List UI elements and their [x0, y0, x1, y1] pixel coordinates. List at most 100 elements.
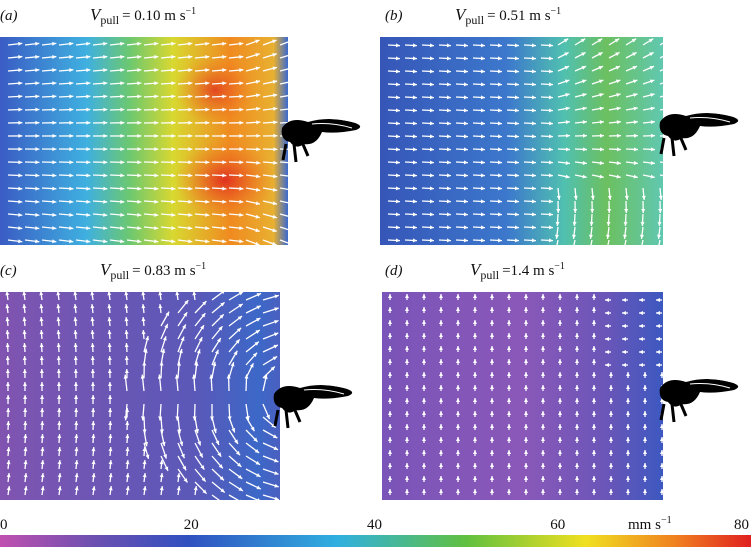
- vector-head: [120, 68, 125, 73]
- vector-head: [159, 460, 164, 465]
- vector-head: [412, 160, 417, 165]
- vector-head: [609, 450, 613, 454]
- vector-head: [171, 68, 176, 73]
- vector-head: [588, 247, 592, 251]
- vector-head: [39, 343, 44, 348]
- vector-head: [660, 476, 663, 480]
- colorbar-tick-label: 0: [0, 517, 8, 533]
- vector-head: [558, 489, 562, 493]
- vector-head: [5, 369, 10, 374]
- vector-head: [656, 298, 660, 302]
- vector-head: [558, 424, 562, 428]
- vector-head: [524, 372, 528, 376]
- vector-head: [137, 212, 142, 217]
- vector-head: [650, 120, 655, 125]
- vector-head: [22, 292, 27, 296]
- vector-head: [52, 173, 57, 178]
- vector-head: [74, 395, 79, 400]
- vector-head: [249, 363, 254, 368]
- vector-head: [395, 160, 400, 165]
- vector-head: [120, 107, 125, 112]
- vector-head: [633, 93, 638, 97]
- vector-head: [592, 372, 596, 376]
- vector-head: [154, 54, 159, 59]
- vector-head: [35, 186, 40, 191]
- vector-head: [564, 66, 570, 70]
- vector-head: [558, 333, 562, 337]
- vector-head: [124, 317, 129, 322]
- vector-head: [18, 160, 23, 165]
- vector-head: [195, 429, 200, 434]
- vector-head: [541, 307, 545, 311]
- vector-head: [592, 307, 596, 311]
- vector-head: [91, 473, 96, 478]
- vector-head: [86, 120, 91, 125]
- vector-head: [463, 160, 468, 165]
- vector-head: [439, 489, 443, 493]
- vector-head: [531, 108, 536, 113]
- vector-head: [480, 121, 485, 126]
- symbol: V: [470, 260, 483, 279]
- vector-head: [422, 385, 426, 389]
- vector-head: [622, 337, 626, 341]
- vector-head: [120, 239, 125, 244]
- vector-head: [74, 473, 79, 478]
- vector-head: [103, 199, 108, 204]
- vector: [211, 494, 220, 500]
- vector-head: [548, 108, 553, 113]
- vector-head: [412, 95, 417, 100]
- vector-head: [69, 41, 74, 46]
- vector-head: [18, 94, 23, 99]
- vector-head: [137, 68, 142, 73]
- vector-head: [56, 356, 61, 361]
- vector-head: [412, 56, 417, 61]
- vector-head: [73, 382, 78, 387]
- vector-head: [660, 437, 663, 441]
- vector-head: [541, 463, 545, 467]
- vector-head: [565, 93, 570, 97]
- vector-head: [253, 437, 258, 442]
- vector-head: [609, 411, 613, 415]
- vector-head: [107, 343, 112, 348]
- vector-head: [273, 147, 278, 152]
- vector-head: [590, 195, 595, 200]
- vector-head: [171, 147, 176, 152]
- vector: [659, 161, 663, 164]
- vector-head: [388, 307, 392, 311]
- vector-head: [643, 450, 647, 454]
- vector-head: [422, 489, 426, 493]
- vector-head: [52, 133, 57, 138]
- vector-head: [639, 337, 643, 341]
- vector-head: [91, 421, 96, 426]
- vector-head: [463, 225, 468, 230]
- vector: [279, 108, 288, 111]
- vector-head: [422, 294, 426, 298]
- vector-head: [480, 82, 485, 87]
- vector-head: [473, 359, 477, 363]
- vector-head: [490, 489, 494, 493]
- vector-head: [575, 489, 579, 493]
- vector-head: [22, 343, 27, 348]
- vector-group: [388, 294, 663, 495]
- panel-titles: (a) Vpull = 0.10 m s−1 (b) Vpull = 0.51 m s−1…: [0, 5, 565, 282]
- panel-label: (a): [0, 8, 18, 24]
- vector-head: [429, 186, 434, 191]
- vector-head: [463, 56, 468, 61]
- vector-head: [439, 463, 443, 467]
- vector-head: [238, 292, 243, 296]
- vector-head: [490, 437, 494, 441]
- vector-head: [222, 54, 227, 59]
- vector-head: [405, 489, 409, 493]
- vector-head: [90, 356, 95, 361]
- vector-head: [183, 312, 188, 317]
- vector-head: [666, 39, 670, 43]
- vector-head: [274, 319, 279, 324]
- vector-head: [605, 324, 609, 328]
- vector-head: [125, 408, 130, 413]
- vector-head: [598, 66, 604, 70]
- vector-head: [514, 199, 519, 204]
- vector-head: [141, 330, 146, 335]
- vector-head: [125, 434, 130, 439]
- vector-head: [632, 79, 638, 84]
- vector: [279, 95, 288, 98]
